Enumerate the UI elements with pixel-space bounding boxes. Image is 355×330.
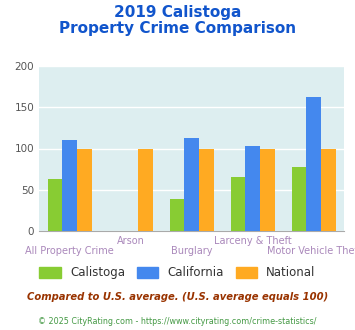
Bar bbox=[231, 177, 245, 231]
Bar bbox=[48, 179, 62, 231]
Bar bbox=[306, 96, 321, 231]
Text: © 2025 CityRating.com - https://www.cityrating.com/crime-statistics/: © 2025 CityRating.com - https://www.city… bbox=[38, 317, 317, 326]
Bar bbox=[138, 148, 153, 231]
Bar bbox=[77, 148, 92, 231]
Text: Burglary: Burglary bbox=[171, 246, 212, 256]
Bar bbox=[199, 148, 214, 231]
Text: 2019 Calistoga: 2019 Calistoga bbox=[114, 5, 241, 20]
Bar bbox=[184, 138, 199, 231]
Text: All Property Crime: All Property Crime bbox=[25, 246, 114, 256]
Bar bbox=[245, 146, 260, 231]
Bar bbox=[62, 140, 77, 231]
Text: Property Crime Comparison: Property Crime Comparison bbox=[59, 21, 296, 36]
Bar bbox=[321, 148, 336, 231]
Legend: Calistoga, California, National: Calistoga, California, National bbox=[34, 262, 321, 284]
Bar bbox=[170, 199, 184, 231]
Text: Larceny & Theft: Larceny & Theft bbox=[214, 236, 292, 246]
Bar bbox=[292, 168, 306, 231]
Text: Compared to U.S. average. (U.S. average equals 100): Compared to U.S. average. (U.S. average … bbox=[27, 292, 328, 302]
Text: Arson: Arson bbox=[117, 236, 144, 246]
Text: Motor Vehicle Theft: Motor Vehicle Theft bbox=[267, 246, 355, 256]
Bar bbox=[260, 148, 275, 231]
